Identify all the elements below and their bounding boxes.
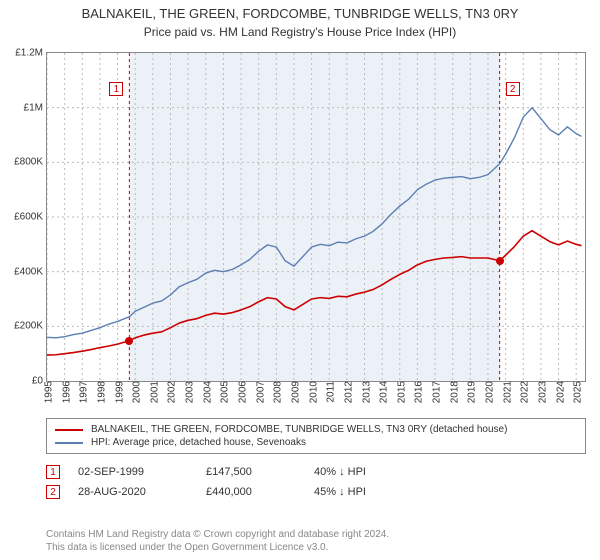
sale-number-box: 2 <box>46 485 60 499</box>
x-tick-label: 2017 <box>428 381 443 403</box>
sale-marker: 1 <box>109 82 123 96</box>
x-tick-label: 2020 <box>480 381 495 403</box>
price-chart: £0£200K£400K£600K£800K£1M£1.2M1995199619… <box>46 52 586 382</box>
x-tick-label: 2010 <box>304 381 319 403</box>
sale-delta: 45% ↓ HPI <box>314 486 424 498</box>
x-tick-label: 2009 <box>286 381 301 403</box>
y-tick-label: £800K <box>14 157 47 168</box>
title: BALNAKEIL, THE GREEN, FORDCOMBE, TUNBRID… <box>0 0 600 23</box>
x-tick-label: 2014 <box>375 381 390 403</box>
sale-price: £440,000 <box>206 486 296 498</box>
footer-line: Contains HM Land Registry data © Crown c… <box>46 528 586 541</box>
sale-marker: 2 <box>506 82 520 96</box>
x-tick-label: 1995 <box>40 381 55 403</box>
x-tick-label: 2025 <box>569 381 584 403</box>
x-tick-label: 1999 <box>110 381 125 403</box>
sale-delta: 40% ↓ HPI <box>314 466 424 478</box>
legend-row: BALNAKEIL, THE GREEN, FORDCOMBE, TUNBRID… <box>55 423 577 436</box>
x-tick-label: 2023 <box>533 381 548 403</box>
sale-dot <box>125 337 133 345</box>
sale-price: £147,500 <box>206 466 296 478</box>
sale-dot <box>496 257 504 265</box>
x-tick-label: 2011 <box>322 381 337 403</box>
x-tick-label: 2013 <box>357 381 372 403</box>
sale-rows: 1 02-SEP-1999 £147,500 40% ↓ HPI 2 28-AUG-202… <box>46 462 586 502</box>
x-tick-label: 2006 <box>234 381 249 403</box>
x-tick-label: 2002 <box>163 381 178 403</box>
y-tick-label: £600K <box>14 212 47 223</box>
legend-row: HPI: Average price, detached house, Seve… <box>55 436 577 449</box>
y-tick-label: £1.2M <box>15 48 47 59</box>
x-tick-label: 2012 <box>339 381 354 403</box>
legend-label: BALNAKEIL, THE GREEN, FORDCOMBE, TUNBRID… <box>91 424 507 435</box>
sale-number-box: 1 <box>46 465 60 479</box>
y-tick-label: £200K <box>14 321 47 332</box>
series-line <box>47 108 581 338</box>
legend-swatch <box>55 442 83 444</box>
legend-swatch <box>55 429 83 431</box>
y-tick-label: £1M <box>24 102 47 113</box>
x-tick-label: 1998 <box>92 381 107 403</box>
x-tick-label: 2001 <box>145 381 160 403</box>
footer: Contains HM Land Registry data © Crown c… <box>46 528 586 554</box>
legend-label: HPI: Average price, detached house, Seve… <box>91 437 306 448</box>
sale-date: 02-SEP-1999 <box>78 466 188 478</box>
x-tick-label: 2004 <box>198 381 213 403</box>
x-tick-label: 2015 <box>392 381 407 403</box>
x-tick-label: 2016 <box>410 381 425 403</box>
x-tick-label: 2005 <box>216 381 231 403</box>
x-tick-label: 2018 <box>445 381 460 403</box>
sale-row: 1 02-SEP-1999 £147,500 40% ↓ HPI <box>46 462 586 482</box>
x-tick-label: 1997 <box>75 381 90 403</box>
x-tick-label: 2003 <box>181 381 196 403</box>
y-tick-label: £400K <box>14 266 47 277</box>
x-tick-label: 2008 <box>269 381 284 403</box>
x-tick-label: 1996 <box>57 381 72 403</box>
sale-date: 28-AUG-2020 <box>78 486 188 498</box>
legend: BALNAKEIL, THE GREEN, FORDCOMBE, TUNBRID… <box>46 418 586 454</box>
x-tick-label: 2000 <box>128 381 143 403</box>
x-tick-label: 2024 <box>551 381 566 403</box>
x-tick-label: 2007 <box>251 381 266 403</box>
subtitle: Price paid vs. HM Land Registry's House … <box>0 23 600 39</box>
footer-line: This data is licensed under the Open Gov… <box>46 541 586 554</box>
x-tick-label: 2019 <box>463 381 478 403</box>
sale-row: 2 28-AUG-2020 £440,000 45% ↓ HPI <box>46 482 586 502</box>
x-tick-label: 2022 <box>516 381 531 403</box>
x-tick-label: 2021 <box>498 381 513 403</box>
